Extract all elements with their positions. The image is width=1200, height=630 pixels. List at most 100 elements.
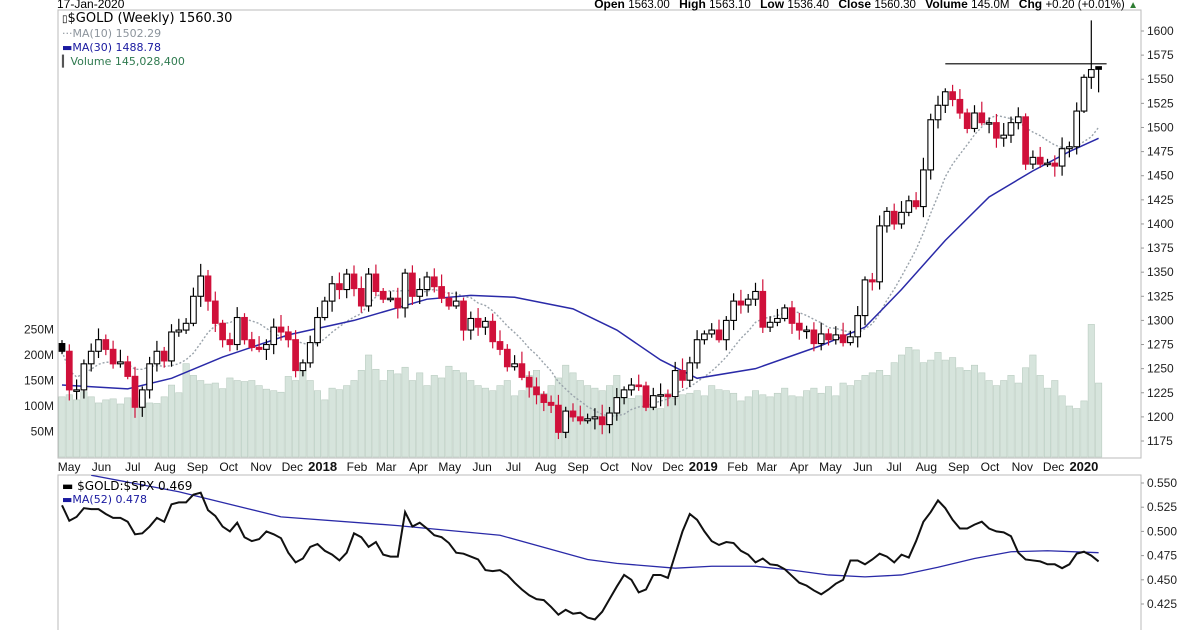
volume-bar [751, 390, 759, 458]
candle-body [1014, 116, 1022, 124]
volume-bar [1014, 382, 1022, 458]
volume-bar [386, 369, 394, 458]
volume-bar [1051, 380, 1059, 458]
volume-bar [868, 372, 876, 458]
candle-body [328, 283, 336, 302]
candle-body [73, 389, 80, 392]
volume-bar [839, 382, 847, 458]
candle-body [576, 416, 584, 422]
volume-bar [1044, 387, 1052, 458]
candle-body [890, 210, 898, 225]
volume-bar [824, 386, 832, 458]
volume-bar [489, 390, 497, 458]
volume-bar [445, 365, 453, 458]
candle-body [416, 288, 424, 297]
volume-bar [474, 385, 482, 458]
candle-body [817, 333, 825, 345]
candle-body [379, 290, 387, 300]
candle-body [905, 200, 913, 213]
candle-body [430, 276, 438, 288]
ratio-tick-label: 0.525 [1147, 500, 1177, 514]
volume-bar [693, 390, 701, 458]
price-legend: ▯$GOLD (Weekly) 1560.30 ···MA(10) 1502.2… [62, 12, 232, 69]
close-label: Close [838, 0, 872, 11]
price-tick-label: 1575 [1147, 48, 1174, 62]
volume-bar [175, 392, 183, 458]
month-label: Nov [1012, 460, 1033, 474]
month-label: May [58, 460, 81, 474]
candle-body [620, 389, 628, 399]
volume-bar [810, 387, 818, 458]
volume-bar [467, 380, 475, 458]
price-tick-label: 1600 [1147, 24, 1174, 38]
change-label: Chg [1018, 0, 1043, 11]
month-label: Sep [948, 460, 970, 474]
candle-body [759, 290, 767, 328]
candle-body [978, 112, 986, 124]
candle-body [401, 272, 409, 309]
candle-body [175, 329, 183, 333]
volume-bar [759, 394, 767, 458]
volume-bar [897, 354, 905, 458]
volume-bar [1000, 380, 1008, 458]
volume-bar [102, 399, 110, 458]
volume-bar [168, 384, 176, 458]
candle-body [898, 211, 905, 225]
volume-bar [956, 367, 964, 458]
month-label: Mar [756, 460, 777, 474]
volume-bar [1022, 367, 1030, 458]
candle-body [876, 225, 883, 283]
volume-bar [511, 395, 519, 458]
volume-bar [905, 347, 913, 458]
candle-body [1051, 162, 1059, 167]
volume-bar [430, 375, 438, 458]
volume-bar [503, 380, 511, 458]
candle-body [263, 343, 270, 350]
volume-bar [1007, 375, 1015, 458]
candle-body [190, 295, 197, 324]
candle-body [956, 98, 964, 114]
candle-body [642, 385, 650, 408]
candle-body [941, 91, 949, 106]
ma52-line [91, 475, 1099, 578]
volume-bar [963, 369, 971, 458]
volume-bar [876, 369, 884, 458]
volume-bar [394, 373, 402, 458]
candle-body [306, 342, 314, 364]
price-tick-label: 1175 [1147, 434, 1173, 448]
candle-body [80, 363, 88, 391]
volume-bar [737, 400, 745, 458]
ratio-tick-label: 0.500 [1147, 524, 1177, 538]
volume-bar [233, 380, 241, 458]
candle-body [124, 361, 132, 377]
candle-body [1044, 162, 1051, 166]
price-tick-label: 1275 [1147, 338, 1174, 352]
price-tick-label: 1450 [1147, 169, 1174, 183]
gold-spx-ratio-line [61, 491, 1100, 621]
volume-bar [1036, 375, 1044, 458]
candle-body [277, 326, 285, 333]
volume-bar [715, 389, 723, 458]
month-label: May [438, 460, 461, 474]
month-label: Nov [631, 460, 652, 474]
candle-body [131, 375, 139, 408]
candle-body [934, 104, 942, 121]
candle-body [963, 112, 971, 129]
volume-bar [357, 369, 365, 458]
candle-body [292, 339, 299, 372]
candle-body [868, 279, 876, 283]
volume-bar [299, 369, 307, 458]
price-tick-label: 1225 [1147, 386, 1174, 400]
solid-line-icon: ▬ [62, 479, 78, 493]
volume-bar [744, 396, 752, 458]
ratio-lines [61, 475, 1100, 621]
candle-body [496, 341, 504, 350]
legend-ma52: ▬MA(52) 0.478 [62, 493, 147, 506]
volume-bar [496, 385, 504, 458]
volume-bar [766, 396, 774, 458]
candle-body [233, 316, 241, 346]
volume-bar [452, 369, 460, 458]
candle-body [912, 200, 920, 208]
close-value: 1560.30 [874, 0, 916, 11]
candle-body [1058, 148, 1066, 167]
